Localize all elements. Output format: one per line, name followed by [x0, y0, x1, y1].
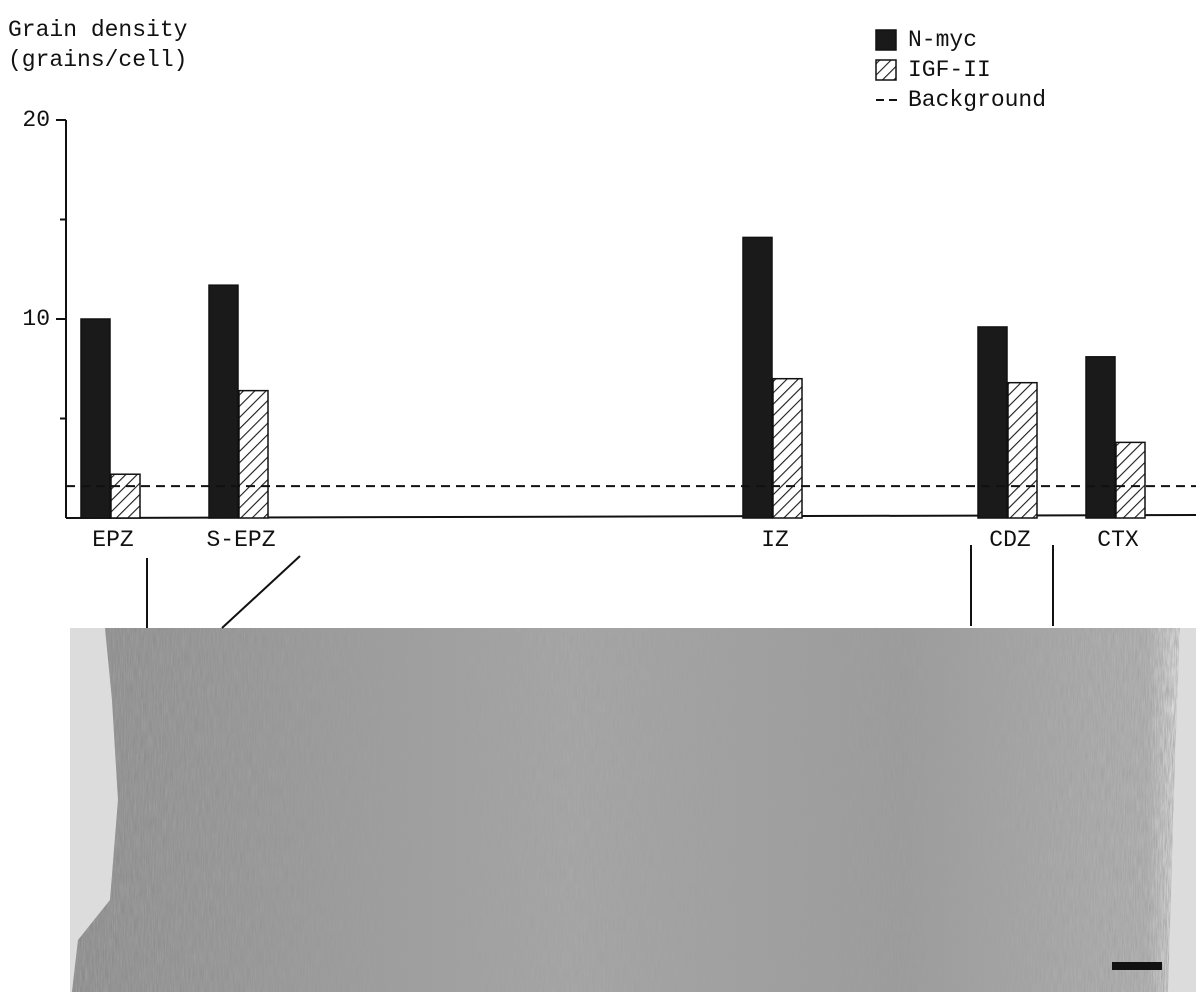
bar	[111, 474, 140, 518]
x-tick-label: EPZ	[92, 527, 133, 553]
x-tick-label: CDZ	[989, 527, 1030, 553]
bar	[1086, 357, 1115, 518]
y-tick-label: 10	[22, 306, 50, 332]
connector	[222, 556, 300, 628]
bar	[209, 285, 238, 518]
y-axis-title: (grains/cell)	[8, 47, 187, 73]
page: {"chart_data": { "type": "bar", "y_label…	[0, 0, 1196, 992]
y-tick-label: 20	[22, 107, 50, 133]
legend-swatch	[876, 60, 896, 80]
tissue-texture	[72, 628, 1180, 992]
bar	[1116, 442, 1145, 518]
scale-bar	[1112, 962, 1162, 970]
bar	[81, 319, 110, 518]
chart: Grain density (grains/cell) 10 20 EPZ S-EPZ…	[0, 0, 1196, 992]
legend-label: IGF-II	[908, 57, 991, 83]
bar	[743, 237, 772, 518]
connectors	[147, 545, 1053, 628]
bar	[773, 379, 802, 518]
x-tick-label: CTX	[1097, 527, 1139, 553]
legend-label: Background	[908, 87, 1046, 113]
bar	[239, 391, 268, 518]
legend-swatch	[876, 30, 896, 50]
bar	[978, 327, 1007, 518]
y-axis-title: Grain density	[8, 17, 188, 43]
x-tick-label: IZ	[761, 527, 789, 553]
legend-label: N-myc	[908, 27, 977, 53]
x-tick-label: S-EPZ	[206, 527, 275, 553]
micrograph	[70, 628, 1196, 992]
bar	[1008, 383, 1037, 518]
